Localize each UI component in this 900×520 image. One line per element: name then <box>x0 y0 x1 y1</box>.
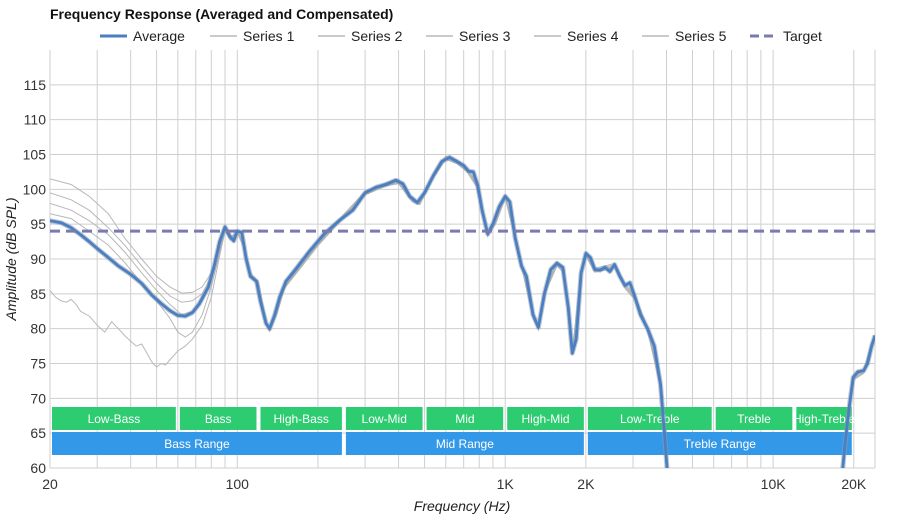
series-average-line <box>50 155 875 468</box>
legend-item-target: Target <box>750 28 822 44</box>
band-low-mid: Low-Mid <box>345 407 423 430</box>
band-rect <box>345 407 423 430</box>
y-axis-label: Amplitude (dB SPL) <box>3 198 19 322</box>
band-label: Bass Range <box>164 437 230 451</box>
legend-item-series-2: Series 2 <box>318 28 403 44</box>
x-tick-label: 1K <box>497 476 515 492</box>
band-rect <box>587 432 852 455</box>
x-tick-label: 2K <box>577 476 595 492</box>
band-rect <box>507 407 584 430</box>
y-tick-label: 80 <box>30 321 46 337</box>
band-rect <box>796 407 852 430</box>
legend-label: Average <box>133 28 185 44</box>
legend-item-series-5: Series 5 <box>642 28 727 44</box>
band-rect <box>587 407 712 430</box>
band-rect <box>52 407 176 430</box>
legend-label: Target <box>783 28 822 44</box>
band-rect <box>426 407 504 430</box>
horizontal-gridlines <box>50 84 875 469</box>
series-average <box>50 154 875 468</box>
band-bass-range: Bass Range <box>52 432 342 455</box>
band-label: Mid <box>455 412 474 426</box>
y-tick-label: 100 <box>23 181 47 197</box>
band-rect <box>260 407 342 430</box>
frequency-bands: Low-Bass Bass High-Bass Low-Mid Mid High-Mid L… <box>52 407 856 455</box>
band-label: Bass <box>205 412 232 426</box>
band-label: High-Treble <box>793 412 856 426</box>
band-high-bass: High-Bass <box>260 407 342 430</box>
legend-label: Series 1 <box>243 28 295 44</box>
legend-label: Series 4 <box>567 28 619 44</box>
chart-legend: Average Series 1 Series 2 Series 3 Series 4 S… <box>100 28 822 44</box>
chart-title: Frequency Response (Averaged and Compens… <box>50 6 393 22</box>
legend-item-series-1: Series 1 <box>210 28 295 44</box>
legend-label: Series 3 <box>459 28 511 44</box>
band-label: Treble Range <box>684 437 757 451</box>
y-tick-label: 70 <box>30 390 46 406</box>
band-rect <box>179 407 257 430</box>
band-low-treble: Low-Treble <box>587 407 712 430</box>
series-layer <box>50 154 875 468</box>
band-rect <box>52 432 342 455</box>
x-axis-ticks: 20 100 1K 2K 10K 20K <box>42 476 867 492</box>
legend-label: Series 2 <box>351 28 403 44</box>
band-treble: Treble <box>715 407 793 430</box>
y-tick-label: 85 <box>30 286 46 302</box>
y-tick-label: 105 <box>23 147 47 163</box>
band-high-treble: High-Treble <box>793 407 856 430</box>
y-tick-label: 90 <box>30 251 46 267</box>
y-tick-label: 65 <box>30 425 46 441</box>
band-high-mid: High-Mid <box>507 407 584 430</box>
y-tick-label: 60 <box>30 460 46 476</box>
band-label: Low-Bass <box>88 412 141 426</box>
legend-item-series-3: Series 3 <box>426 28 511 44</box>
band-mid: Mid <box>426 407 504 430</box>
band-label: Low-Treble <box>620 412 680 426</box>
x-tick-label: 20 <box>42 476 58 492</box>
legend-item-average: Average <box>100 28 185 44</box>
band-rect <box>345 432 584 455</box>
band-mid-range: Mid Range <box>345 432 584 455</box>
band-low-bass: Low-Bass <box>52 407 176 430</box>
y-tick-label: 110 <box>24 112 47 128</box>
x-tick-label: 10K <box>761 476 787 492</box>
legend-label: Series 5 <box>675 28 727 44</box>
band-label: Mid Range <box>436 437 494 451</box>
y-axis-ticks: 60 65 70 75 80 85 90 95 100 105 110 115 <box>23 77 47 476</box>
y-tick-label: 115 <box>24 77 47 93</box>
x-tick-label: 20K <box>841 476 867 492</box>
x-tick-label: 100 <box>226 476 250 492</box>
band-treble-range: Treble Range <box>587 432 852 455</box>
band-label: High-Mid <box>522 412 570 426</box>
x-axis-label: Frequency (Hz) <box>414 498 510 514</box>
band-label: Treble <box>737 412 771 426</box>
band-label: Low-Mid <box>362 412 407 426</box>
legend-item-series-4: Series 4 <box>534 28 619 44</box>
band-label: High-Bass <box>274 412 329 426</box>
y-tick-label: 95 <box>30 216 46 232</box>
y-tick-label: 75 <box>30 356 46 372</box>
band-rect <box>715 407 793 430</box>
band-bass: Bass <box>179 407 257 430</box>
